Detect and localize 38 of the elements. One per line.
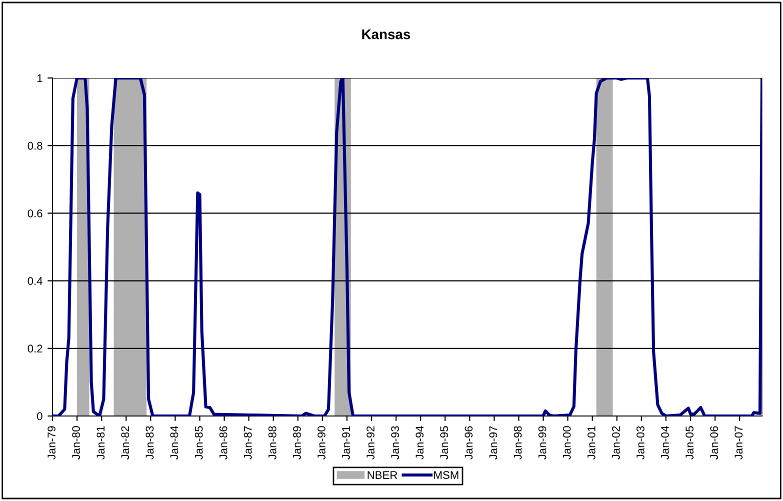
x-tick-label: Jan-85 — [194, 426, 203, 460]
y-tick-label: 1 — [37, 74, 42, 82]
x-tick-label: Jan-07 — [734, 426, 743, 460]
x-tick-label: Jan-96 — [464, 426, 473, 460]
y-tick-label: 0 — [37, 412, 42, 420]
y-tick-label: 0.2 — [28, 344, 42, 353]
legend-label: MSM — [434, 471, 458, 479]
x-tick-label: Jan-94 — [416, 426, 424, 460]
y-tick-label: 0.4 — [28, 277, 42, 285]
y-tick-label: 0.6 — [28, 209, 42, 218]
x-tick-label: Jan-88 — [268, 426, 276, 460]
x-tick-label: Jan-87 — [244, 426, 252, 460]
x-tick-label: Jan-95 — [440, 426, 448, 460]
x-tick-label: Jan-97 — [489, 426, 498, 460]
x-tick-label: Jan-89 — [293, 426, 301, 460]
x-tick-label: Jan-06 — [710, 426, 718, 460]
x-tick-label: Jan-80 — [72, 426, 80, 460]
x-tick-label: Jan-05 — [686, 426, 694, 460]
x-tick-label: Jan-02 — [612, 426, 620, 460]
x-tick-label: Jan-01 — [587, 426, 596, 460]
x-tick-label: Jan-79 — [48, 426, 56, 460]
x-tick-label: Jan-90 — [318, 426, 326, 460]
x-tick-label: Jan-82 — [121, 426, 130, 460]
x-tick-label: Jan-98 — [514, 426, 522, 460]
x-tick-label: Jan-04 — [661, 426, 669, 460]
x-tick-label: Jan-91 — [342, 426, 350, 460]
x-tick-label: Jan-99 — [538, 426, 546, 460]
chart-title: Kansas — [362, 30, 410, 40]
y-tick-label: 0.8 — [28, 142, 42, 150]
x-tick-label: Jan-86 — [219, 426, 228, 460]
x-tick-label: Jan-00 — [562, 426, 571, 460]
x-tick-label: Jan-92 — [366, 426, 374, 460]
x-tick-label: Jan-93 — [391, 426, 400, 460]
x-tick-label: Jan-84 — [170, 426, 178, 460]
legend-label: NBER — [368, 471, 398, 479]
x-tick-label: Jan-83 — [146, 426, 154, 460]
x-tick-label: Jan-03 — [636, 426, 644, 460]
x-tick-label: Jan-81 — [96, 426, 105, 460]
